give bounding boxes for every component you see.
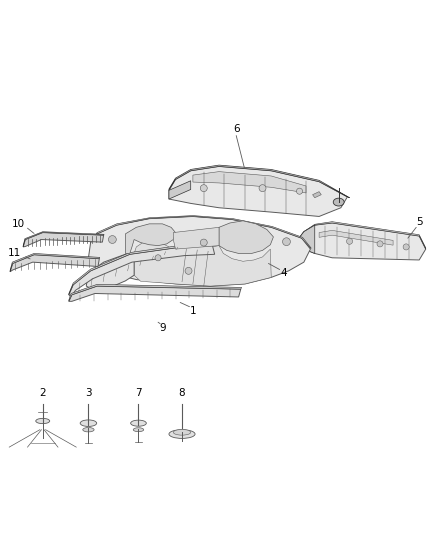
Polygon shape [297, 222, 426, 249]
Circle shape [377, 241, 383, 247]
Polygon shape [69, 246, 215, 297]
Polygon shape [169, 165, 350, 198]
Polygon shape [297, 225, 315, 254]
Text: 4: 4 [280, 268, 287, 278]
Text: 10: 10 [11, 219, 25, 229]
Polygon shape [69, 244, 212, 295]
Ellipse shape [333, 198, 344, 206]
Polygon shape [134, 241, 271, 286]
Polygon shape [23, 232, 104, 247]
Polygon shape [69, 286, 241, 301]
Ellipse shape [133, 428, 144, 432]
Circle shape [283, 238, 290, 246]
Polygon shape [88, 216, 311, 286]
Polygon shape [69, 284, 242, 301]
Polygon shape [10, 254, 100, 272]
Ellipse shape [131, 420, 146, 426]
Circle shape [109, 236, 116, 244]
Polygon shape [86, 254, 134, 292]
Polygon shape [219, 221, 273, 254]
Text: 7: 7 [135, 387, 142, 398]
Ellipse shape [36, 418, 49, 424]
Text: 9: 9 [159, 324, 166, 333]
Text: 2: 2 [39, 387, 46, 398]
Circle shape [185, 268, 192, 274]
Ellipse shape [169, 430, 195, 439]
Polygon shape [169, 166, 347, 216]
Circle shape [403, 244, 409, 250]
Text: 11: 11 [8, 248, 21, 259]
Polygon shape [169, 181, 191, 199]
Circle shape [346, 238, 353, 244]
Polygon shape [125, 224, 176, 254]
Ellipse shape [80, 420, 97, 426]
Ellipse shape [83, 427, 94, 432]
Polygon shape [91, 215, 311, 248]
Polygon shape [313, 192, 321, 198]
Text: 6: 6 [233, 124, 240, 134]
Text: 3: 3 [85, 387, 92, 398]
Ellipse shape [173, 430, 191, 435]
Circle shape [297, 188, 303, 194]
Circle shape [155, 255, 161, 261]
Text: 8: 8 [179, 387, 185, 398]
Polygon shape [297, 223, 426, 260]
Circle shape [259, 184, 266, 192]
Text: 1: 1 [190, 306, 196, 316]
Polygon shape [173, 228, 219, 249]
Polygon shape [23, 232, 104, 247]
Text: 5: 5 [416, 217, 423, 227]
Polygon shape [319, 230, 393, 245]
Polygon shape [10, 255, 99, 272]
Polygon shape [193, 172, 306, 193]
Circle shape [200, 239, 207, 246]
Circle shape [200, 184, 207, 192]
